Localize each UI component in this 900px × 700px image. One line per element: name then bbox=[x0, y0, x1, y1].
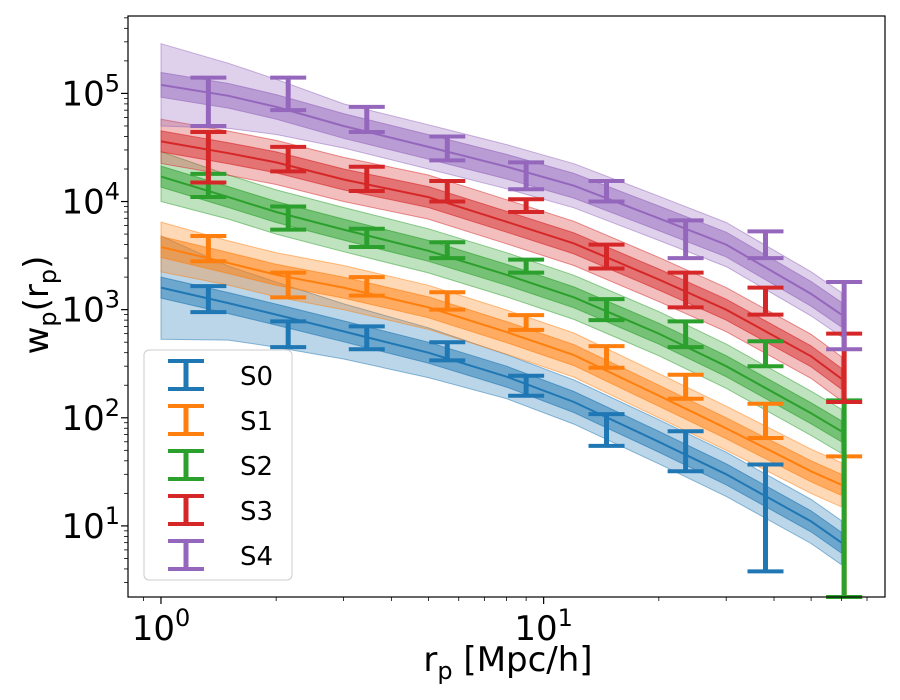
y-tick-label-base: 10 bbox=[61, 507, 104, 547]
band-inner-S4 bbox=[160, 71, 842, 328]
errorbar-S2 bbox=[348, 226, 385, 249]
legend-item-S4: S4 bbox=[168, 539, 273, 572]
x-tick-label: 100 bbox=[132, 604, 191, 649]
errorbar-S4 bbox=[826, 280, 863, 352]
y-tick-label-base: 10 bbox=[61, 183, 104, 223]
errorbar-S4 bbox=[508, 160, 545, 192]
errorbar-S0 bbox=[667, 429, 704, 474]
legend-item-S3: S3 bbox=[168, 494, 273, 527]
errorbar-S1 bbox=[190, 234, 227, 264]
errorbar-S0 bbox=[588, 412, 625, 448]
model-lines bbox=[160, 83, 842, 544]
y-axis-label: wp(rp) bbox=[17, 256, 62, 355]
y-tick-label-base: 10 bbox=[61, 74, 104, 114]
y-tick-label: 104 bbox=[61, 178, 120, 223]
x-tick-label-base: 10 bbox=[514, 609, 557, 649]
model-line-S1 bbox=[160, 246, 842, 486]
errorbar-S0 bbox=[508, 373, 545, 398]
errorbar-S0 bbox=[190, 284, 227, 315]
x-tick-label: 101 bbox=[514, 604, 573, 649]
legend-item-S2: S2 bbox=[168, 449, 273, 482]
y-tick-label-exp: 5 bbox=[105, 69, 120, 97]
errorbar-S2 bbox=[667, 319, 704, 350]
errorbar-S3 bbox=[270, 144, 307, 174]
errorbar-S1 bbox=[429, 290, 466, 312]
band-inner-S3 bbox=[160, 130, 842, 391]
model-line-S4 bbox=[160, 83, 842, 316]
y-tick-label-base: 10 bbox=[61, 291, 104, 331]
errorbar-S2 bbox=[747, 339, 784, 369]
legend-label: S2 bbox=[240, 452, 273, 482]
errorbar-S4 bbox=[270, 75, 307, 113]
band-inner-S2 bbox=[160, 165, 842, 443]
y-tick-label: 105 bbox=[61, 69, 120, 114]
axis-ticks bbox=[121, 17, 868, 604]
model-line-S0 bbox=[160, 286, 842, 544]
legend-label: S3 bbox=[240, 497, 273, 527]
errorbar-S1 bbox=[348, 275, 385, 298]
errorbar-S4 bbox=[588, 178, 625, 204]
x-axis-label: rp [Mpc/h] bbox=[423, 640, 592, 685]
errorbar-S2 bbox=[270, 204, 307, 232]
errorbar-S4 bbox=[747, 229, 784, 261]
legend-label: S1 bbox=[240, 407, 273, 437]
errorbar-S3 bbox=[508, 197, 545, 215]
legend-item-S1: S1 bbox=[168, 404, 273, 437]
x-tick-label-exp: 0 bbox=[175, 604, 190, 632]
errorbar-S0 bbox=[348, 324, 385, 352]
errorbar-S3 bbox=[429, 178, 466, 204]
errorbar-S0 bbox=[429, 340, 466, 363]
x-tick-label-base: 10 bbox=[132, 609, 175, 649]
errorbar-S3 bbox=[667, 270, 704, 310]
errorbar-S3 bbox=[190, 129, 227, 185]
model-line-S3 bbox=[160, 140, 842, 380]
errorbar-S3 bbox=[348, 164, 385, 194]
errorbar-S1 bbox=[588, 344, 625, 370]
legend-item-S0: S0 bbox=[168, 359, 273, 392]
y-tick-label-base: 10 bbox=[61, 399, 104, 439]
errorbar-S4 bbox=[190, 75, 227, 128]
model-line-S2 bbox=[160, 175, 842, 433]
y-tick-label-exp: 1 bbox=[105, 502, 120, 530]
legend-label: S4 bbox=[240, 542, 273, 572]
errorbar-S2 bbox=[508, 257, 545, 275]
x-tick-label-exp: 1 bbox=[558, 604, 573, 632]
errorbar-S4 bbox=[348, 104, 385, 134]
y-tick-label-exp: 4 bbox=[105, 178, 120, 206]
errorbar-S3 bbox=[588, 242, 625, 271]
y-tick-label: 103 bbox=[61, 286, 120, 331]
errorbar-S0 bbox=[270, 319, 307, 350]
y-tick-label-exp: 2 bbox=[105, 394, 120, 422]
legend-label: S0 bbox=[240, 362, 273, 392]
errorbar-S1 bbox=[667, 372, 704, 401]
errorbar-S0 bbox=[747, 462, 784, 574]
errorbar-S2 bbox=[588, 297, 625, 323]
errorbar-S1 bbox=[508, 313, 545, 332]
errorbar-S4 bbox=[667, 218, 704, 261]
errorbar-S2 bbox=[429, 240, 466, 261]
y-tick-label-exp: 3 bbox=[105, 286, 120, 314]
band-inner-S0 bbox=[160, 276, 842, 555]
errorbar-S1 bbox=[270, 270, 307, 300]
legend: S0 S1 S2 S3 S4 bbox=[143, 349, 293, 581]
errorbar-S4 bbox=[429, 134, 466, 163]
data-errorbars bbox=[190, 75, 863, 599]
errorbar-S3 bbox=[747, 285, 784, 317]
y-tick-label: 102 bbox=[61, 394, 120, 439]
y-tick-label: 101 bbox=[61, 502, 120, 547]
errorbar-S1 bbox=[747, 401, 784, 441]
